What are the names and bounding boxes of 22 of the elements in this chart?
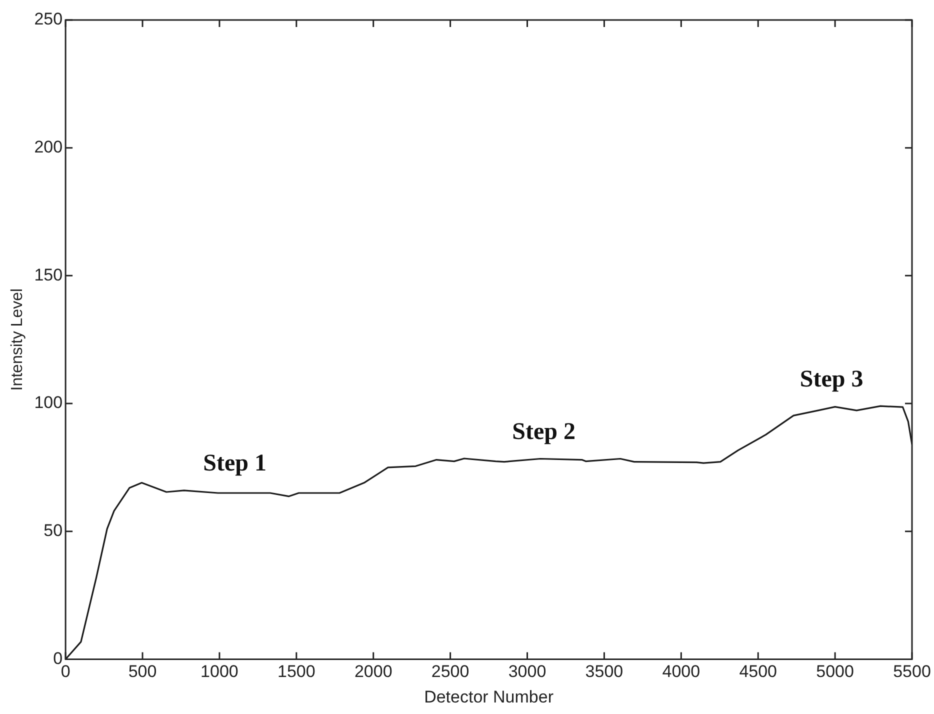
y-tick-label: 200: [34, 138, 63, 157]
y-tick-label: 250: [34, 10, 63, 29]
x-tick-label: 5500: [893, 662, 931, 682]
x-tick-label: 1500: [277, 662, 316, 682]
x-tick-label: 2000: [354, 662, 392, 682]
x-tick-label: 3500: [585, 662, 624, 682]
x-tick-label: 1000: [200, 662, 238, 682]
x-tick-label: 4000: [662, 662, 700, 682]
x-tick-label: 4500: [739, 662, 778, 682]
y-tick-label: 100: [34, 393, 63, 412]
x-tick-label: 500: [128, 662, 157, 682]
annotation: Step 3: [800, 366, 864, 392]
annotation: Step 2: [512, 418, 576, 445]
x-tick-label: 2500: [431, 662, 470, 682]
x-axis-title: Detector Number: [424, 687, 554, 706]
y-tick-label: 50: [44, 521, 63, 540]
y-tick-label: 150: [34, 265, 63, 284]
x-tick-label: 5000: [816, 662, 854, 682]
x-tick-label: 3000: [508, 662, 546, 682]
y-tick-label: 0: [53, 648, 63, 668]
annotation: Step 1: [203, 450, 267, 477]
y-axis-title: Intensity Level: [9, 288, 26, 391]
